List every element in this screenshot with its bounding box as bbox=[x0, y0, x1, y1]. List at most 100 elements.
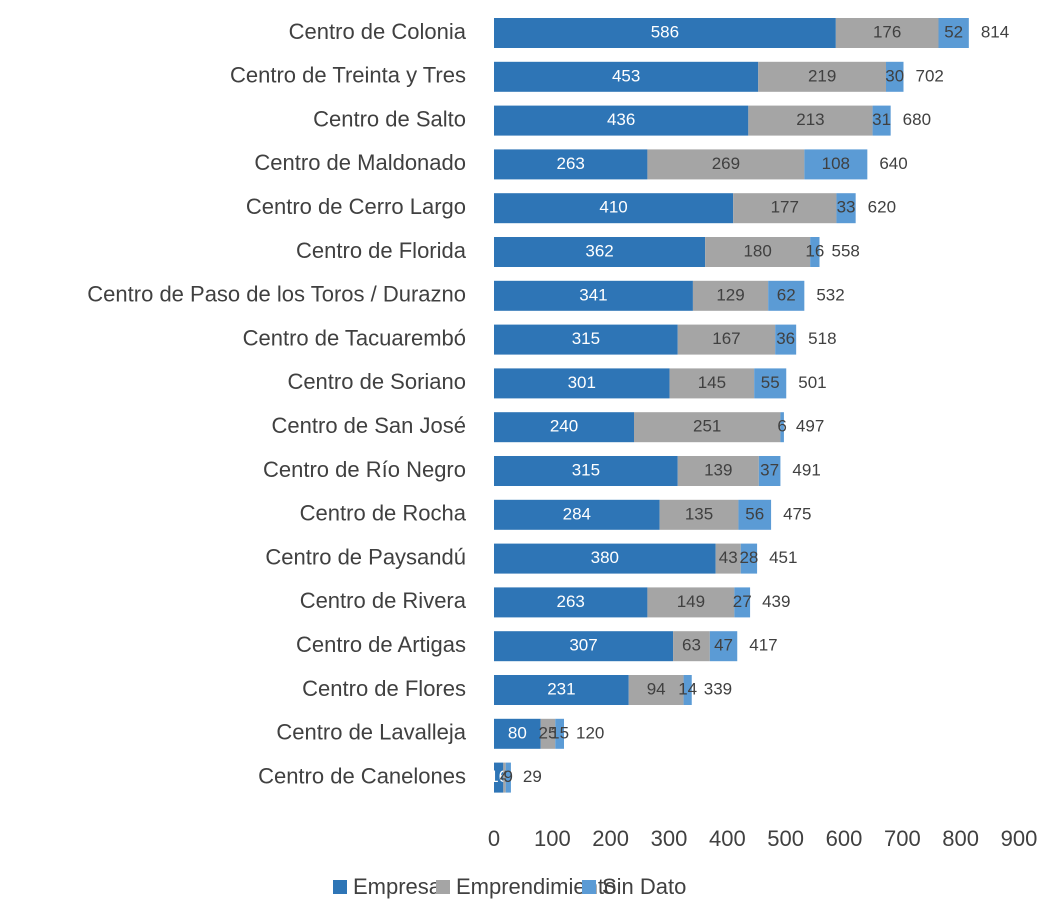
bar-segment bbox=[494, 456, 678, 486]
data-label: 269 bbox=[712, 154, 740, 173]
data-label: 284 bbox=[563, 504, 591, 523]
bar-segment bbox=[494, 61, 759, 92]
data-label: 25 bbox=[538, 723, 557, 742]
bar-segment bbox=[494, 675, 629, 705]
data-label: 15 bbox=[550, 723, 569, 742]
total-label: 339 bbox=[704, 679, 732, 698]
total-label: 29 bbox=[523, 767, 542, 786]
bar-segment bbox=[768, 280, 805, 311]
bar-segment bbox=[647, 587, 735, 618]
data-label: 315 bbox=[572, 460, 600, 479]
bar-segment bbox=[647, 149, 805, 180]
bar-segment bbox=[740, 543, 758, 574]
data-label: 108 bbox=[822, 154, 850, 173]
data-label: 263 bbox=[557, 592, 585, 611]
data-label: 47 bbox=[714, 636, 733, 655]
bar-segment bbox=[494, 499, 660, 530]
category-label: Centro de Florida bbox=[296, 238, 467, 263]
total-label: 497 bbox=[796, 417, 824, 436]
data-label: 33 bbox=[837, 198, 856, 217]
data-label: 231 bbox=[547, 679, 575, 698]
bar-segment bbox=[494, 324, 678, 355]
data-label: 177 bbox=[771, 198, 799, 217]
bar-segment bbox=[540, 718, 556, 749]
legend-label: Sin Dato bbox=[602, 874, 686, 899]
data-label: 14 bbox=[678, 679, 697, 698]
category-label: Centro de Lavalleja bbox=[276, 720, 466, 745]
category-label: Centro de Colonia bbox=[289, 19, 467, 44]
bar-segment bbox=[804, 149, 868, 180]
category-label: Centro de Rivera bbox=[300, 588, 467, 613]
data-label: 380 bbox=[591, 548, 619, 567]
total-label: 417 bbox=[749, 636, 777, 655]
bar-segment bbox=[835, 18, 939, 48]
data-label: 307 bbox=[569, 636, 597, 655]
total-label: 451 bbox=[769, 548, 797, 567]
total-label: 558 bbox=[832, 241, 860, 260]
data-label: 31 bbox=[872, 110, 891, 129]
data-label: 301 bbox=[568, 373, 596, 392]
bar-segment bbox=[494, 631, 674, 662]
legend-swatch bbox=[582, 880, 596, 894]
data-label: 315 bbox=[572, 329, 600, 348]
bar-segment bbox=[709, 631, 738, 662]
bar-segment bbox=[628, 675, 684, 705]
bar-segment bbox=[494, 105, 749, 136]
data-label: 263 bbox=[557, 154, 585, 173]
category-label: Centro de Río Negro bbox=[263, 457, 466, 482]
data-label: 6 bbox=[777, 417, 786, 436]
data-label: 62 bbox=[777, 285, 796, 304]
total-label: 620 bbox=[868, 198, 896, 217]
bar-segment bbox=[938, 18, 969, 48]
bar-segment bbox=[738, 499, 772, 530]
data-label: 43 bbox=[719, 548, 738, 567]
total-label: 532 bbox=[816, 285, 844, 304]
x-tick-label: 200 bbox=[592, 826, 629, 851]
data-label: 129 bbox=[716, 285, 744, 304]
bar-segment bbox=[733, 193, 837, 224]
bar-segment bbox=[494, 280, 693, 311]
x-tick-label: 100 bbox=[534, 826, 571, 851]
bar-segment bbox=[505, 762, 511, 793]
x-tick-label: 800 bbox=[942, 826, 979, 851]
category-label: Centro de Flores bbox=[302, 676, 466, 701]
data-label: 139 bbox=[704, 460, 732, 479]
bar-segment bbox=[758, 61, 886, 92]
category-label: Centro de Cerro Largo bbox=[246, 194, 466, 219]
data-label: 63 bbox=[682, 636, 701, 655]
bar-segment bbox=[634, 412, 781, 443]
data-label: 219 bbox=[808, 66, 836, 85]
data-label: 16 bbox=[805, 241, 824, 260]
data-label: 36 bbox=[776, 329, 795, 348]
data-label: 28 bbox=[739, 548, 758, 567]
legend-swatch bbox=[436, 880, 450, 894]
total-label: 475 bbox=[783, 504, 811, 523]
data-label: 135 bbox=[685, 504, 713, 523]
category-label: Centro de Soriano bbox=[287, 369, 466, 394]
data-label: 55 bbox=[761, 373, 780, 392]
bar-segment bbox=[494, 587, 648, 618]
bar-segment bbox=[494, 193, 734, 224]
total-label: 640 bbox=[879, 154, 907, 173]
category-label: Centro de Treinta y Tres bbox=[230, 63, 466, 88]
x-tick-label: 500 bbox=[767, 826, 804, 851]
bar-segment bbox=[555, 718, 564, 749]
bar-segment bbox=[494, 412, 634, 443]
category-label: Centro de Paso de los Toros / Durazno bbox=[87, 282, 466, 307]
data-label: 56 bbox=[745, 504, 764, 523]
bar-segment bbox=[659, 499, 739, 530]
legend-swatch bbox=[333, 880, 347, 894]
data-label: 362 bbox=[585, 241, 613, 260]
bar-segment bbox=[886, 61, 904, 92]
bar-segment bbox=[673, 631, 710, 662]
category-label: Centro de Rocha bbox=[300, 501, 467, 526]
x-tick-label: 900 bbox=[1001, 826, 1038, 851]
total-label: 120 bbox=[576, 723, 604, 742]
category-label: Centro de Tacuarembó bbox=[243, 325, 466, 350]
bar-segment bbox=[494, 368, 670, 399]
data-label: 149 bbox=[677, 592, 705, 611]
bar-segment bbox=[494, 762, 504, 793]
bar-segment bbox=[872, 105, 891, 136]
data-label: 180 bbox=[743, 241, 771, 260]
category-label: Centro de San José bbox=[272, 413, 466, 438]
